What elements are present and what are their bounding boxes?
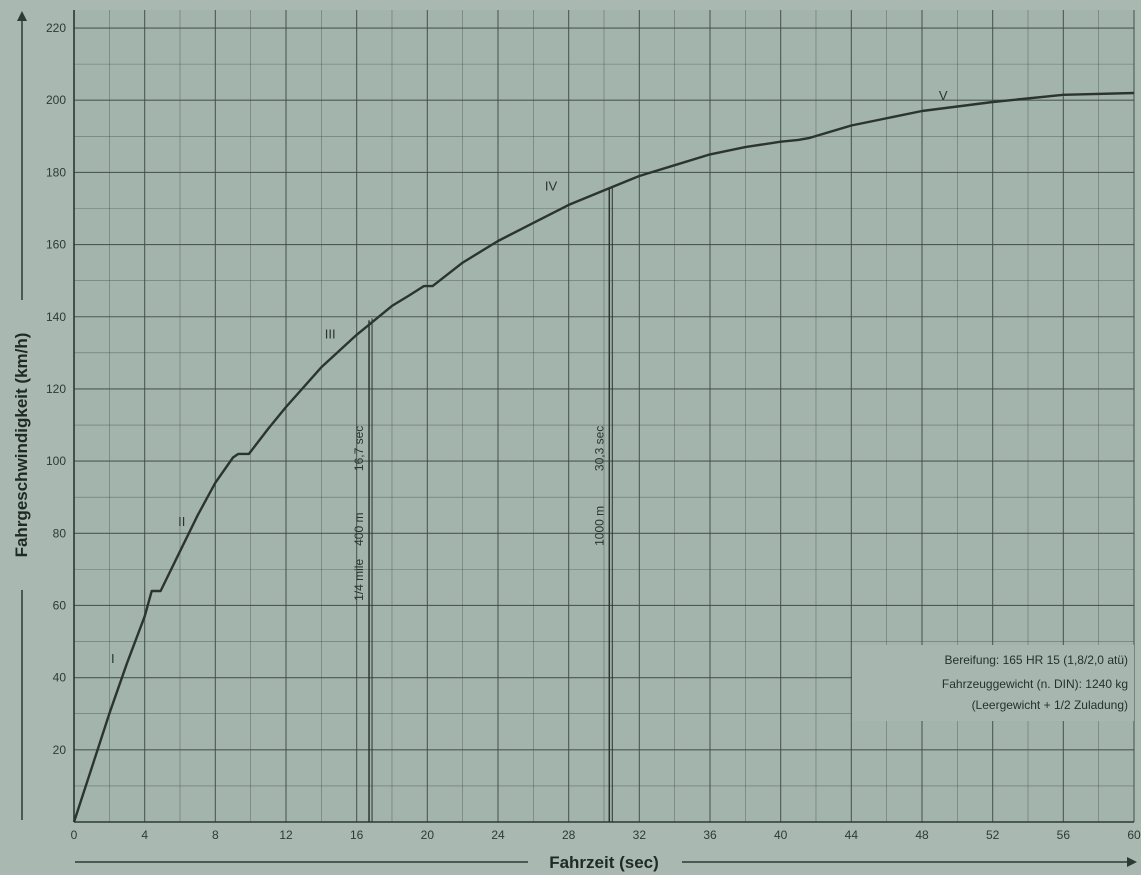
y-tick-label: 180 xyxy=(46,165,66,179)
y-tick-label: 40 xyxy=(53,671,67,685)
x-tick-label: 12 xyxy=(279,828,293,842)
x-tick-label: 40 xyxy=(774,828,788,842)
marker-lines: 16,7 sec 400 m 1/4 mile 30,3 sec 1000 m xyxy=(352,186,613,822)
speed-curve xyxy=(72,91,1135,823)
y-tick-labels: 20 40 60 80 100 120 140 160 180 200 220 xyxy=(46,21,66,757)
x-tick-label: 48 xyxy=(915,828,929,842)
x-tick-label: 8 xyxy=(212,828,219,842)
x-tick-label: 0 xyxy=(71,828,78,842)
y-tick-label: 200 xyxy=(46,93,66,107)
gear-label: V xyxy=(939,88,948,103)
axis-lines xyxy=(73,10,1134,823)
gear-label: IV xyxy=(545,178,558,193)
x-tick-label: 16 xyxy=(350,828,364,842)
x-tick-label: 56 xyxy=(1057,828,1071,842)
marker-label: 400 m xyxy=(352,513,366,546)
x-tick-label: 32 xyxy=(633,828,647,842)
annotation-weight-note: (Leergewicht + 1/2 Zuladung) xyxy=(972,698,1128,712)
y-tick-label: 60 xyxy=(53,598,67,612)
y-tick-label: 20 xyxy=(53,743,67,757)
annotation-tires: Bereifung: 165 HR 15 (1,8/2,0 atü) xyxy=(945,653,1128,667)
gear-label: II xyxy=(178,514,185,529)
x-axis-title: Fahrzeit (sec) xyxy=(549,853,659,872)
marker-label: 30,3 sec xyxy=(592,426,606,471)
x-tick-label: 28 xyxy=(562,828,576,842)
x-tick-label: 24 xyxy=(491,828,505,842)
y-tick-label: 140 xyxy=(46,310,66,324)
x-tick-label: 4 xyxy=(141,828,148,842)
marker-label: 1/4 mile xyxy=(352,559,366,601)
y-tick-label: 100 xyxy=(46,454,66,468)
y-tick-label: 220 xyxy=(46,21,66,35)
x-tick-label: 20 xyxy=(421,828,435,842)
y-tick-label: 160 xyxy=(46,238,66,252)
x-tick-label: 36 xyxy=(703,828,717,842)
y-tick-label: 80 xyxy=(53,526,67,540)
annotation-weight: Fahrzeuggewicht (n. DIN): 1240 kg xyxy=(942,677,1128,691)
x-tick-labels: 0 4 8 12 16 20 24 28 32 36 40 44 48 52 56 60 xyxy=(71,828,1141,842)
x-tick-label: 60 xyxy=(1127,828,1141,842)
gear-label: III xyxy=(325,326,336,341)
marker-label: 1000 m xyxy=(592,506,606,546)
y-axis-title: Fahrgeschwindigkeit (km/h) xyxy=(12,333,31,558)
marker-label: 16,7 sec xyxy=(352,426,366,471)
x-tick-label: 44 xyxy=(845,828,859,842)
annotation-box xyxy=(852,645,1134,721)
x-tick-label: 52 xyxy=(986,828,1000,842)
gear-label: I xyxy=(111,651,115,666)
y-tick-label: 120 xyxy=(46,382,66,396)
